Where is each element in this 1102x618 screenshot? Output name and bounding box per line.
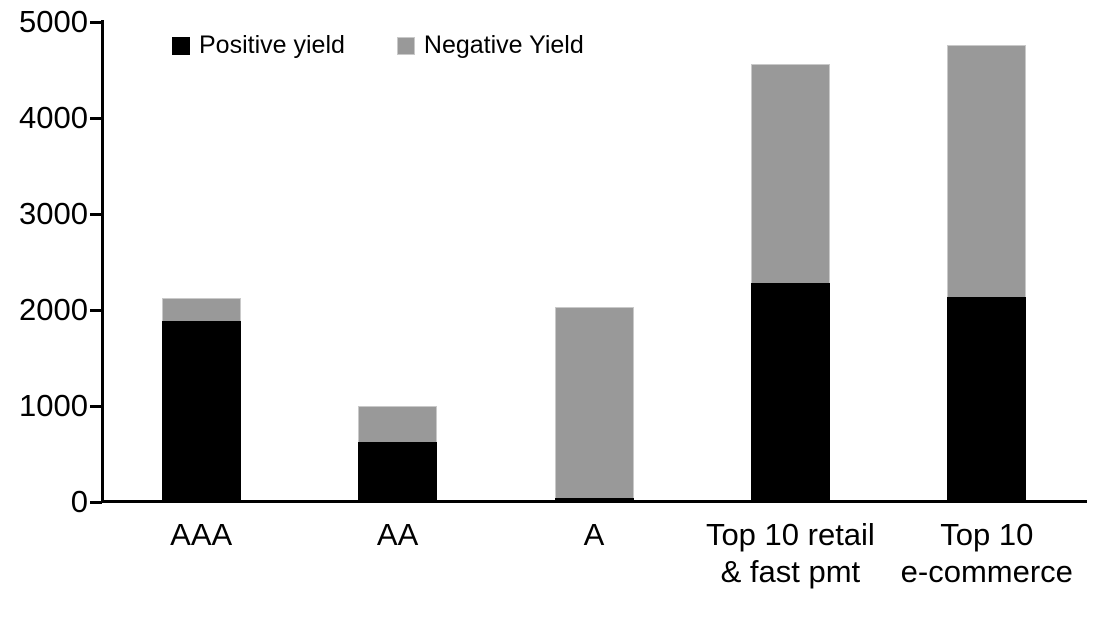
- y-tick-mark: [90, 500, 102, 504]
- y-tick-mark: [90, 116, 102, 120]
- x-axis-label-2: AA: [376, 517, 419, 552]
- y-tick-mark: [90, 308, 102, 312]
- x-axis-label-1: AAA: [170, 517, 233, 552]
- y-tick-label: 3000: [19, 196, 88, 231]
- bar-segment-positive-yield-5: [947, 296, 1027, 502]
- bar-segment-positive-yield-2: [358, 442, 438, 502]
- legend-item-negative-yield: Negative Yield: [396, 31, 584, 60]
- y-tick-mark: [90, 20, 102, 24]
- x-axis-label-4: Top 10 retail & fast pmt: [705, 517, 875, 589]
- y-tick-mark: [90, 212, 102, 216]
- y-tick-label: 5000: [19, 4, 88, 39]
- x-axis-label-5: Top 10 e-commerce: [900, 517, 1073, 589]
- legend-swatch-positive-yield-icon: [172, 36, 190, 55]
- bar-segment-positive-yield-4: [750, 283, 830, 502]
- bar-segment-positive-yield-3: [554, 498, 634, 502]
- y-tick-label: 1000: [19, 388, 88, 423]
- bar-segment-negative-yield-5: [947, 45, 1027, 297]
- y-axis-line: [101, 20, 104, 503]
- y-tick-label: 0: [70, 484, 88, 519]
- legend-label-negative-yield: Negative Yield: [423, 31, 584, 59]
- legend-label-positive-yield: Positive yield: [199, 31, 345, 59]
- legend-swatch-negative-yield-icon: [396, 36, 415, 55]
- legend: Positive yield Negative Yield: [172, 31, 584, 60]
- bar-segment-positive-yield-1: [161, 320, 241, 502]
- y-tick-mark: [90, 404, 102, 408]
- y-tick-label: 4000: [19, 100, 88, 135]
- bar-segment-negative-yield-3: [554, 307, 634, 499]
- bar-segment-negative-yield-4: [750, 64, 830, 284]
- bar-segment-negative-yield-1: [161, 298, 241, 321]
- bar-segment-negative-yield-2: [358, 406, 438, 443]
- legend-item-positive-yield: Positive yield: [172, 31, 345, 60]
- y-tick-label: 2000: [19, 292, 88, 327]
- x-axis-label-3: A: [583, 517, 605, 552]
